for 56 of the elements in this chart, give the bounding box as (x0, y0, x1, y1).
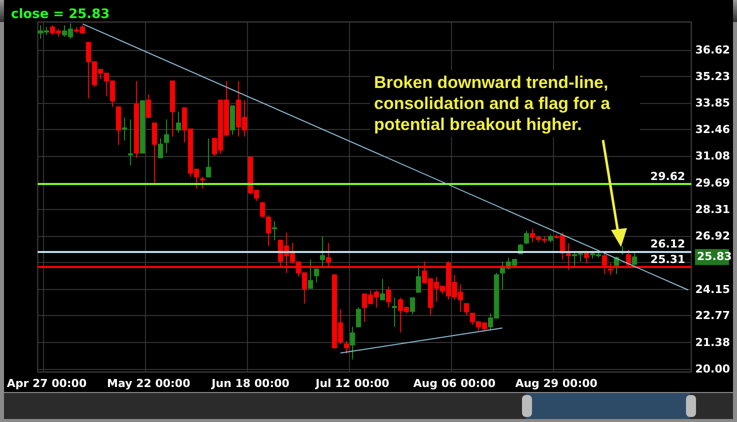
candlestick (272, 220, 277, 241)
x-tick-label: Jul 12 00:00 (314, 377, 390, 390)
candlestick (146, 94, 151, 118)
candlestick (170, 80, 175, 138)
candlestick (266, 214, 271, 247)
candlestick (176, 111, 181, 134)
candlestick (344, 340, 349, 354)
x-tick-label: May 22 00:00 (107, 377, 191, 390)
ref-line-label: 26.12 (650, 237, 686, 250)
candlestick (200, 176, 205, 189)
candlestick (350, 326, 355, 360)
candlestick (386, 286, 391, 308)
candlestick (116, 106, 121, 146)
y-tick-label: 21.38 (695, 336, 730, 349)
candlestick (308, 258, 313, 289)
candlestick (152, 122, 157, 184)
y-tick-label: 36.62 (695, 43, 730, 56)
candlestick (392, 297, 397, 328)
y-tick-label: 29.69 (695, 176, 730, 190)
y-tick-label: 28.31 (695, 202, 730, 216)
candlestick (206, 138, 211, 178)
candlestick (164, 118, 169, 154)
y-tick-label: 20.00 (695, 362, 730, 376)
candlestick (134, 80, 139, 158)
candlestick (314, 268, 319, 284)
y-tick-label: 35.23 (695, 70, 730, 84)
candlestick (320, 236, 325, 269)
y-tick-label: 32.46 (695, 123, 730, 136)
annotation: Broken downward trend-line, consolidation and a flag for a potential breakout higher. (374, 73, 615, 134)
candlestick (410, 297, 415, 315)
candlestick (260, 201, 265, 218)
x-tick-label: Apr 27 00:00 (6, 377, 87, 390)
candlestick (380, 278, 385, 300)
candlestick (230, 105, 235, 136)
ref-line-label: 29.62 (650, 170, 686, 184)
x-tick-label: Aug 29 00:00 (515, 377, 598, 390)
candlestick (158, 138, 163, 158)
x-tick-label: Aug 06 00:00 (413, 377, 496, 390)
candlestick (464, 303, 469, 316)
y-tick-label: 26.92 (695, 230, 730, 243)
candlestick (632, 251, 637, 266)
candlestick (548, 234, 553, 243)
candlestick (416, 264, 421, 293)
chart-title: close = 25.83 (11, 7, 110, 22)
ref-line-label: 25.31 (650, 252, 686, 266)
candlestick (140, 100, 145, 154)
candlestick (128, 118, 133, 166)
x-tick-label: Jun 18 00:00 (210, 377, 290, 390)
candlestick (356, 306, 361, 328)
candlestick (524, 230, 529, 245)
y-tick-label: 33.85 (695, 96, 730, 110)
y-tick-label: 24.15 (695, 282, 730, 296)
y-tick-label: 22.77 (695, 309, 730, 322)
y-tick-label: 31.08 (695, 150, 730, 163)
candlestick (122, 116, 127, 141)
text: 25.83 (697, 250, 732, 263)
